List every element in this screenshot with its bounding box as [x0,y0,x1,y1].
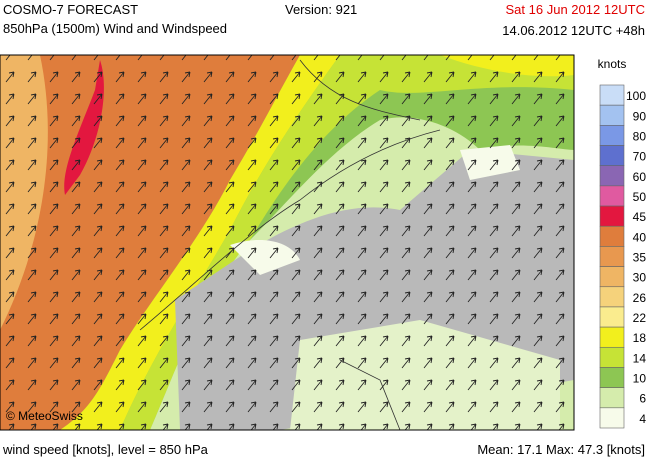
title: COSMO-7 FORECAST [3,2,138,17]
legend-swatch [599,205,625,227]
legend-label: 40 [633,230,647,244]
legend-swatch [599,306,625,328]
legend-label: 14 [633,351,647,365]
legend-swatch [599,407,625,429]
version: Version: 921 [285,2,357,17]
legend-label: 90 [633,109,647,123]
legend-label: 80 [633,129,647,143]
legend-swatch [599,145,625,167]
legend-swatch [599,266,625,288]
legend-swatch [599,84,625,106]
subtitle: 850hPa (1500m) Wind and Windspeed [3,21,227,36]
legend-label: 50 [633,190,647,204]
legend-swatch [599,246,625,267]
legend-swatch [599,125,625,146]
legend-label: 4 [639,412,646,426]
valid-time: Sat 16 Jun 2012 12UTC [506,2,645,17]
legend-label: 70 [633,150,647,164]
legend-label: 26 [633,291,647,305]
legend-label: 18 [633,331,647,345]
map [0,55,574,430]
legend-swatch [599,387,625,409]
copyright: © MeteoSwiss [6,409,83,423]
footer-right: Mean: 17.1 Max: 47.3 [knots] [477,442,645,457]
legend-label: 35 [633,251,647,265]
legend-title: knots [598,57,627,71]
legend-swatch [599,326,625,348]
legend-label: 30 [633,271,647,285]
legend-swatch [599,165,625,187]
map-frame [0,54,575,431]
legend-swatch [599,286,625,308]
legend-label: 22 [633,311,647,325]
run-time: 14.06.2012 12UTC +48h [502,23,645,38]
footer-left: wind speed [knots], level = 850 hPa [2,442,209,457]
legend-label: 100 [626,89,646,103]
legend-swatch [599,225,625,247]
legend-swatch [599,346,625,368]
legend-swatch [599,104,625,126]
legend-label: 6 [639,392,646,406]
legend-swatch [599,367,625,388]
legend-label: 60 [633,170,647,184]
legend-label: 10 [633,372,647,386]
legend-label: 45 [633,210,647,224]
legend-swatch [599,185,625,207]
